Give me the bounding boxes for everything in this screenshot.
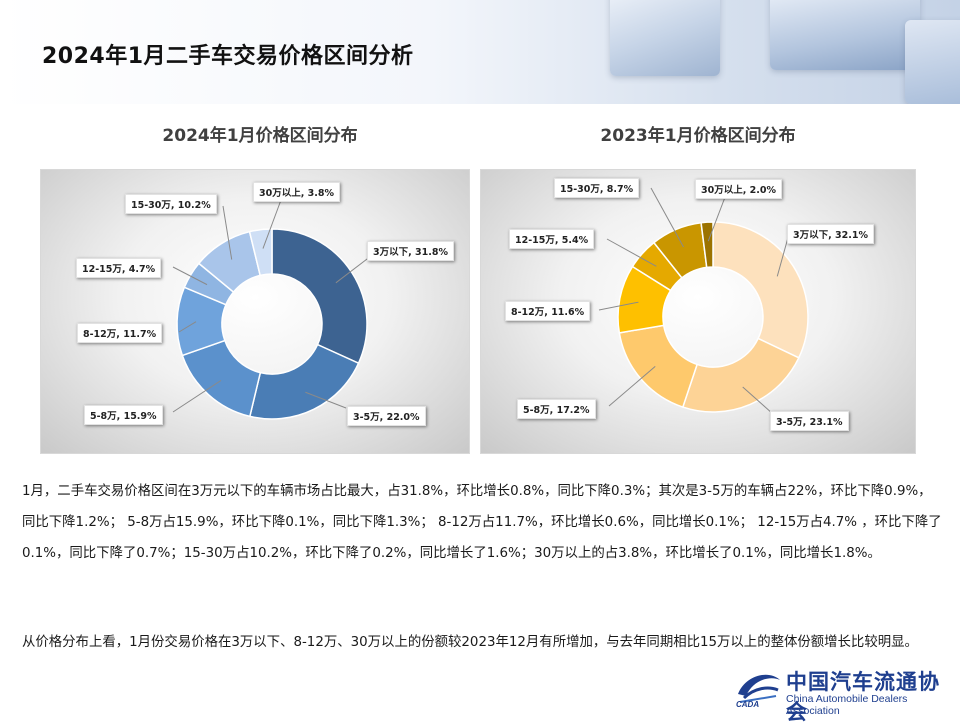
analysis-paragraph-1: 1月，二手车交易价格区间在3万元以下的车辆市场占比最大，占31.8%，环比增长0… <box>22 484 942 561</box>
leader-line-5 <box>650 187 684 248</box>
donut-slice-0 <box>271 228 368 365</box>
data-label: 3-5万, 22.0% <box>347 406 426 426</box>
data-label: 5-8万, 17.2% <box>517 399 596 419</box>
header-banner <box>0 0 960 104</box>
org-name-en: China Automobile Dealers Association <box>786 693 908 717</box>
data-label: 8-12万, 11.7% <box>77 323 163 343</box>
data-label: 12-15万, 4.7% <box>76 258 162 278</box>
cada-emblem-icon <box>738 674 780 703</box>
leader-line-1 <box>742 386 774 415</box>
data-label: 30万以上, 2.0% <box>695 179 782 199</box>
leader-line-2 <box>172 379 222 413</box>
leader-line-1 <box>305 391 347 409</box>
data-label: 12-15万, 5.4% <box>509 229 595 249</box>
donut-slice-1 <box>248 343 360 420</box>
data-label: 8-12万, 11.6% <box>505 301 591 321</box>
data-label: 3-5万, 23.1% <box>770 411 849 431</box>
data-label: 15-30万, 10.2% <box>125 194 217 214</box>
analysis-paragraph-2: 从价格分布上看，1月份交易价格在3万以下、8-12万、30万以上的份额较2023… <box>22 635 918 650</box>
cada-logo: CADA 中国汽车流通协会 China Automobile Dealers A… <box>732 666 957 724</box>
donut-svg-2023 <box>598 187 809 415</box>
donut-svg-2024 <box>172 199 372 420</box>
leader-line-0 <box>335 255 372 284</box>
data-label: 3万以下, 32.1% <box>787 224 874 244</box>
leader-line-4 <box>606 238 657 267</box>
donut-chart-2023: 3万以下, 32.1% 3-5万, 23.1% 5-8万, 17.2% 8-12… <box>480 169 916 454</box>
leader-line-6 <box>707 191 728 242</box>
data-label: 30万以上, 3.8% <box>253 182 340 202</box>
donut-slice-1 <box>681 337 800 413</box>
data-label: 15-30万, 8.7% <box>554 178 640 198</box>
cada-abbr: CADA <box>736 700 760 709</box>
leader-line-4 <box>172 266 208 286</box>
donut-slice-2 <box>618 324 699 409</box>
donut-slice-0 <box>712 221 809 359</box>
page-title: 2024年1月二手车交易价格区间分析 <box>42 44 414 69</box>
donut-chart-2024: 3万以下, 31.8% 3-5万, 22.0% 5-8万, 15.9% 8-12… <box>40 169 470 454</box>
data-label: 3万以下, 31.8% <box>367 241 454 261</box>
leader-line-2 <box>608 366 656 407</box>
data-label: 5-8万, 15.9% <box>84 405 163 425</box>
chart-title-2023: 2023年1月价格区间分布 <box>600 126 796 146</box>
leader-line-3 <box>178 321 197 333</box>
org-name-zh: 中国汽车流通协会 <box>786 669 940 724</box>
decorative-cube <box>905 20 960 104</box>
chart-title-2024: 2024年1月价格区间分布 <box>162 126 358 146</box>
leader-line-3 <box>598 301 639 311</box>
decorative-cube <box>770 0 920 70</box>
decorative-cube <box>610 0 720 76</box>
leader-line-5 <box>222 205 233 260</box>
leader-line-6 <box>262 199 282 249</box>
donut-slice-6 <box>700 221 714 269</box>
